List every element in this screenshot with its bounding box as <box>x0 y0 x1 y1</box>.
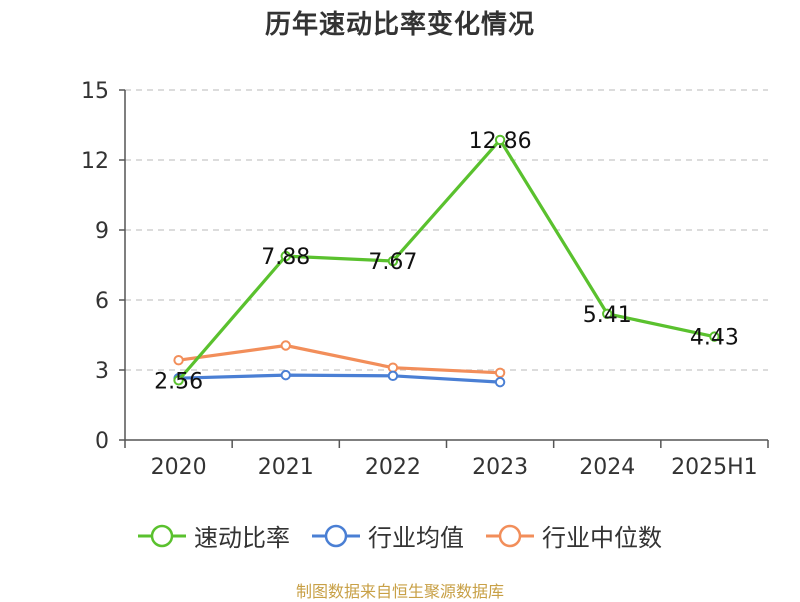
chart-title: 历年速动比率变化情况 <box>264 10 535 40</box>
series-0-point-2023[interactable] <box>494 134 506 146</box>
y-tick-label-6: 6 <box>95 289 109 314</box>
y-tick-label-15: 15 <box>81 79 109 104</box>
series-2-point-2023[interactable] <box>494 367 506 378</box>
legend: 速动比率 行业均值 行业中位数 <box>0 518 800 553</box>
y-tick-label-9: 9 <box>95 219 109 244</box>
series-line-1 <box>178 373 501 384</box>
y-tick-label-0: 0 <box>95 429 109 454</box>
x-tick-label-2024: 2024 <box>579 455 635 480</box>
series-2-point-2021[interactable] <box>280 340 291 351</box>
x-tick-label-2020: 2020 <box>151 455 207 480</box>
series-0-point-2021[interactable] <box>280 250 291 262</box>
series-2-point-2020[interactable] <box>173 355 184 366</box>
y-tick-label-12: 12 <box>81 149 109 174</box>
series-0-point-2020[interactable] <box>173 375 184 386</box>
axes: 0 3 6 9 12 15 2020 2021 2022 2023 2024 2025H1 <box>81 79 769 480</box>
legend-label: 行业均值 <box>368 524 464 552</box>
data-label-2021: 7.88 <box>261 245 310 270</box>
series-0-point-2025H1[interactable] <box>709 331 720 342</box>
data-label-2024: 5.41 <box>583 303 632 328</box>
data-label-2020: 2.56 <box>154 369 203 394</box>
source-note: 制图数据来自恒生聚源数据库 <box>295 582 504 601</box>
data-label-2025H1: 4.43 <box>690 326 739 351</box>
legend-item-0[interactable]: 速动比率 <box>138 518 290 553</box>
legend-line-circle-icon <box>486 524 534 547</box>
legend-item-1[interactable]: 行业均值 <box>312 518 464 553</box>
data-label-2023: 12.86 <box>469 129 532 154</box>
x-tick-label-2023: 2023 <box>472 455 528 480</box>
x-tick-label-2022: 2022 <box>365 455 421 480</box>
legend-line-circle-icon <box>312 524 360 547</box>
series-1-point-2021[interactable] <box>280 369 291 381</box>
legend-label: 行业中位数 <box>542 524 662 552</box>
series-2-point-2022[interactable] <box>387 362 399 373</box>
line-chart: 0 3 6 9 12 15 2020 2021 2022 2023 2024 2025H1 2.56 7… <box>81 79 769 480</box>
legend-label: 速动比率 <box>194 524 290 552</box>
series-line-0 <box>177 138 715 382</box>
y-tick-label-3: 3 <box>95 359 109 384</box>
series-0-point-2022[interactable] <box>387 255 399 267</box>
x-tick-label-2025H1: 2025H1 <box>671 455 758 480</box>
legend-line-circle-icon <box>138 524 186 547</box>
series <box>173 134 720 388</box>
data-labels: 2.56 7.88 7.67 12.86 5.41 4.43 <box>154 129 739 394</box>
legend-item-2[interactable]: 行业中位数 <box>486 518 662 553</box>
data-label-2022: 7.67 <box>368 250 417 275</box>
series-1-point-2023[interactable] <box>494 376 506 388</box>
series-1-point-2022[interactable] <box>387 370 399 382</box>
x-tick-label-2021: 2021 <box>258 455 314 480</box>
series-0-point-2024[interactable] <box>602 308 613 319</box>
series-line-2 <box>178 343 501 375</box>
